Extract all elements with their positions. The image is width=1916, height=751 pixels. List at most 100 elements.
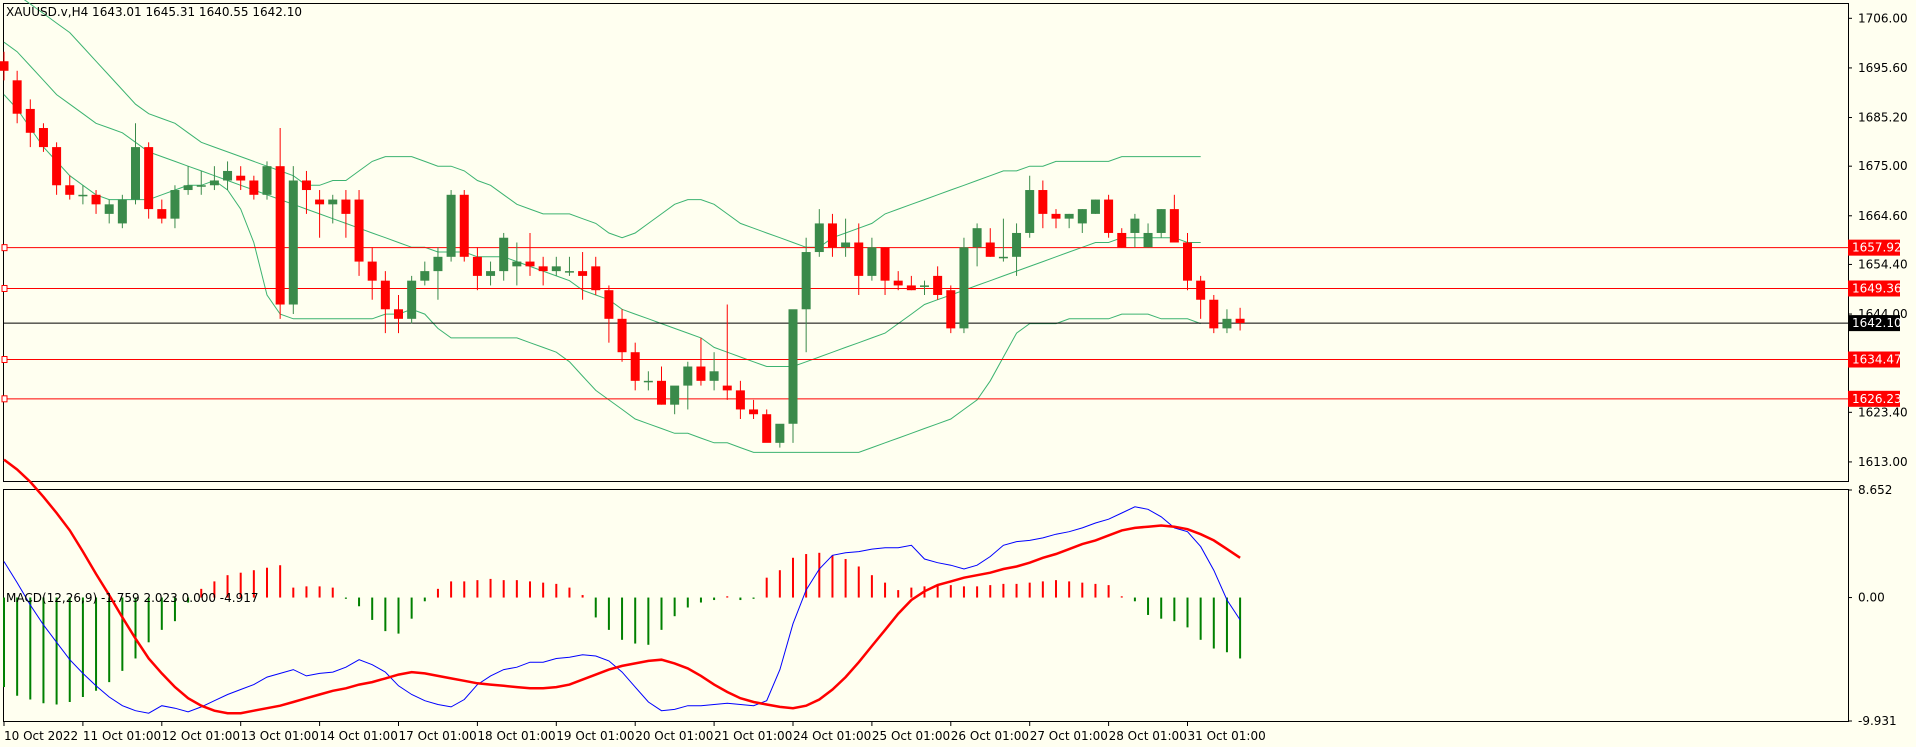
candle-body [1130, 218, 1140, 233]
candle-body [354, 199, 364, 262]
candle-body [1209, 299, 1219, 329]
candle-body [144, 147, 154, 210]
level-label-box [1848, 239, 1900, 256]
time-tick-label: 24 Oct 01:00 [793, 729, 871, 743]
candle-body [1090, 199, 1100, 214]
macd-title: MACD(12,26,9) -1.759 2.023 0.000 -4.917 [6, 591, 258, 605]
macd-tick-label: 8.652 [1858, 483, 1892, 497]
candle-body [722, 385, 732, 391]
level-handle [1, 356, 8, 364]
time-tick-label: 18 Oct 01:00 [477, 729, 555, 743]
macd-indicator [3, 458, 1242, 715]
time-tick-label: 21 Oct 01:00 [714, 729, 792, 743]
candle-body [472, 256, 482, 276]
macd-signal-line [3, 458, 1241, 715]
candle-body [841, 242, 851, 248]
candle-body [762, 414, 772, 443]
candle-body [591, 266, 601, 291]
candle-body [854, 242, 864, 276]
candle-body [827, 223, 837, 248]
macd-main-line [3, 506, 1241, 714]
candle-body [1077, 209, 1087, 224]
candle-body [1156, 209, 1166, 233]
current-price-box [1848, 315, 1900, 332]
price-tick-label: 1623.40 [1858, 405, 1908, 419]
candle-body [972, 228, 982, 248]
time-tick-label: 25 Oct 01:00 [872, 729, 950, 743]
candle-body [670, 385, 680, 405]
time-tick-label: 17 Oct 01:00 [399, 729, 477, 743]
candle-body [735, 390, 745, 410]
time-tick-label: 26 Oct 01:00 [951, 729, 1029, 743]
candle-body [117, 199, 127, 224]
candle-body [223, 170, 233, 181]
candle-body [367, 261, 377, 281]
candle-body [657, 380, 666, 405]
current-price-label: 1642.10 [1852, 316, 1902, 330]
macd-tick-label: -9.931 [1858, 714, 1897, 728]
candle-body [52, 147, 62, 186]
candle-body [867, 247, 877, 276]
candle-body [564, 271, 574, 273]
candle-body [1051, 213, 1061, 219]
time-tick-label: 31 Oct 01:00 [1188, 729, 1266, 743]
time-tick-label: 10 Oct 2022 [4, 729, 78, 743]
candle-body [157, 209, 167, 219]
price-tick-label: 1675.00 [1858, 159, 1908, 173]
candle-body [578, 271, 588, 276]
time-tick-label: 28 Oct 01:00 [1109, 729, 1187, 743]
candle-body [0, 61, 9, 71]
candle-body [420, 271, 430, 281]
price-tick-label: 1644.00 [1858, 307, 1908, 321]
candle-body [104, 204, 114, 214]
horizontal-levels: 1657.92 1649.36 1634.47 1626.23 1642.10 [1, 239, 1902, 407]
candle-body [749, 409, 759, 415]
candle-body [604, 290, 614, 319]
price-tick-label: 1664.60 [1858, 209, 1908, 223]
bollinger-bands [3, 0, 1201, 453]
candle-body [380, 280, 390, 310]
candle-body [1064, 213, 1074, 219]
candle-body [236, 175, 246, 181]
candle-body [617, 318, 627, 353]
price-tick-label: 1654.40 [1858, 257, 1908, 271]
time-tick-label: 14 Oct 01:00 [320, 729, 398, 743]
candlesticks [0, 51, 1245, 448]
macd-tick-label: 0.00 [1858, 591, 1885, 605]
candle-body [630, 352, 640, 381]
candle-body [459, 194, 469, 257]
candle-body [709, 371, 719, 381]
candle-body [131, 147, 140, 200]
candle-body [880, 247, 890, 281]
candle-body [486, 271, 496, 276]
time-tick-label: 12 Oct 01:00 [162, 729, 240, 743]
candle-body [196, 185, 206, 187]
candle-body [1117, 232, 1127, 248]
price-axis: 1706.00 1695.60 1685.20 1675.00 1664.60 1654.… [1848, 11, 1908, 728]
price-tick-label: 1695.60 [1858, 61, 1908, 75]
candle-body [407, 280, 417, 319]
time-tick-label: 27 Oct 01:00 [1030, 729, 1108, 743]
candle-body [893, 280, 903, 286]
candle-body [262, 166, 272, 195]
candle-body [328, 199, 338, 205]
candle-body [341, 199, 351, 214]
candle-body [1025, 190, 1035, 233]
candle-body [906, 285, 916, 291]
candle-body [183, 185, 193, 191]
candle-body [933, 275, 943, 295]
candle-body [985, 242, 995, 257]
candle-body [525, 261, 535, 267]
time-tick-label: 11 Oct 01:00 [83, 729, 161, 743]
candle-body [170, 190, 180, 219]
bollinger-lower-line [3, 94, 1201, 453]
level-label: 1649.36 [1852, 281, 1902, 295]
level-label: 1634.47 [1852, 353, 1902, 367]
candle-body [499, 237, 509, 272]
candle-body [959, 247, 969, 329]
candle-body [998, 256, 1008, 259]
level-label: 1626.23 [1852, 392, 1902, 406]
level-label-box [1848, 351, 1900, 368]
